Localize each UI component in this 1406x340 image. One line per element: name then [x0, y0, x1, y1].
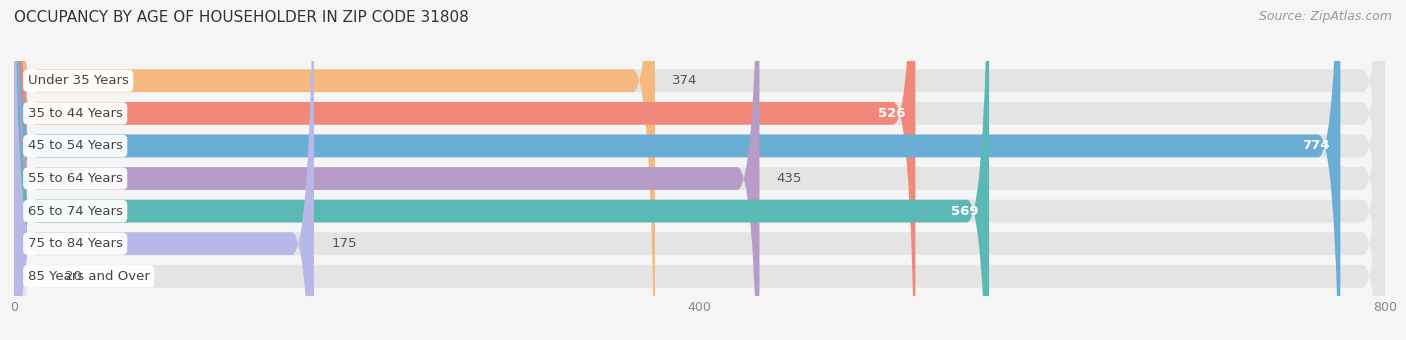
FancyBboxPatch shape — [14, 0, 759, 340]
Text: OCCUPANCY BY AGE OF HOUSEHOLDER IN ZIP CODE 31808: OCCUPANCY BY AGE OF HOUSEHOLDER IN ZIP C… — [14, 10, 468, 25]
FancyBboxPatch shape — [14, 0, 1385, 340]
Text: 774: 774 — [1302, 139, 1330, 152]
FancyBboxPatch shape — [14, 0, 1385, 340]
Text: 175: 175 — [330, 237, 357, 250]
Text: 85 Years and Over: 85 Years and Over — [28, 270, 149, 283]
Text: 65 to 74 Years: 65 to 74 Years — [28, 205, 122, 218]
FancyBboxPatch shape — [14, 0, 655, 340]
Text: 55 to 64 Years: 55 to 64 Years — [28, 172, 122, 185]
FancyBboxPatch shape — [14, 0, 1385, 340]
Text: 45 to 54 Years: 45 to 54 Years — [28, 139, 122, 152]
FancyBboxPatch shape — [14, 0, 988, 340]
FancyBboxPatch shape — [14, 0, 915, 340]
FancyBboxPatch shape — [14, 0, 1385, 340]
Text: Source: ZipAtlas.com: Source: ZipAtlas.com — [1258, 10, 1392, 23]
Text: 526: 526 — [877, 107, 905, 120]
FancyBboxPatch shape — [14, 0, 314, 340]
Text: 435: 435 — [776, 172, 801, 185]
FancyBboxPatch shape — [14, 0, 1385, 340]
FancyBboxPatch shape — [14, 0, 1385, 340]
Text: 35 to 44 Years: 35 to 44 Years — [28, 107, 122, 120]
Text: Under 35 Years: Under 35 Years — [28, 74, 128, 87]
Text: 20: 20 — [66, 270, 83, 283]
Text: 374: 374 — [672, 74, 697, 87]
FancyBboxPatch shape — [14, 0, 1385, 340]
FancyBboxPatch shape — [14, 0, 1340, 340]
Text: 75 to 84 Years: 75 to 84 Years — [28, 237, 122, 250]
Text: 569: 569 — [952, 205, 979, 218]
